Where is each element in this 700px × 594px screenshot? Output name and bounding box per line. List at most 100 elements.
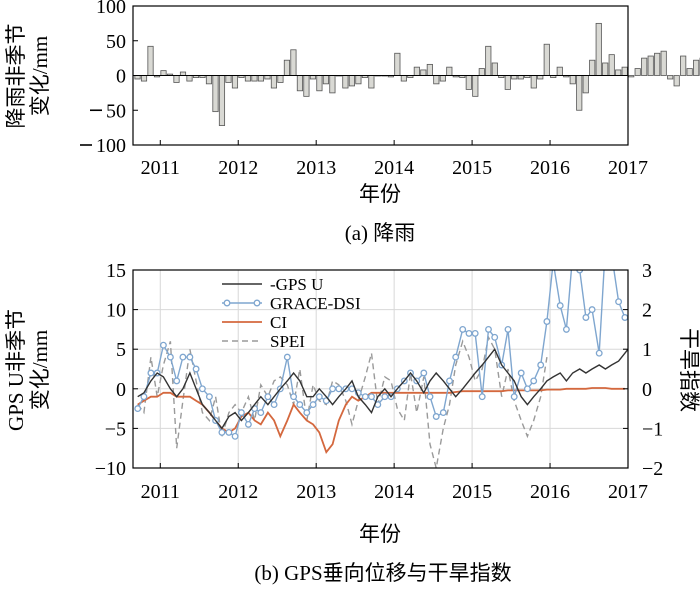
panel-b-grid [133,269,629,469]
precip-bar [322,75,329,85]
x-tick-label: 2014 [374,157,414,179]
series-line-gracedsi [137,270,626,438]
x-tick-label: 2011 [141,157,180,179]
y-tick-label: 5 [116,339,126,361]
panel-b-y-label-line2: 变化/mm [28,330,52,411]
grace-point [439,409,447,417]
grace-point [225,428,233,436]
x-tick-label: 2016 [530,157,570,179]
legend-label: -GPS U [270,275,323,294]
precip-bar [257,75,265,82]
grace-point [478,393,486,401]
precip-bar [140,75,148,82]
precip-bar [244,75,252,82]
legend-label: GRACE-DSI [270,294,361,313]
grace-point [329,385,337,393]
precip-bar [621,66,628,76]
y-tick-label: 15 [106,260,126,282]
precip-bar [608,54,615,76]
precip-bar [478,68,485,76]
y-tick-label: −10 [95,458,126,480]
precip-bar [296,75,303,92]
precip-bar [309,75,316,80]
precip-bar [433,75,440,85]
grace-point [609,251,615,257]
precip-bar [543,43,550,76]
precip-bar [368,75,375,89]
x-tick-label: 2017 [608,157,648,179]
panel-b-gps-drought: 2011 2012 2013 2014 2015 2016 2017 151050−5−10… [4,243,700,585]
y-tick-label: 0 [116,66,126,88]
grace-point [264,393,272,401]
precip-bar [342,75,349,89]
grace-point [166,353,174,361]
grace-point [205,393,213,401]
precip-bar [485,45,492,76]
precip-bar [511,75,518,80]
precip-bar [680,55,687,76]
precip-bar [147,45,154,76]
y2-tick-label: −1 [642,418,663,440]
precip-bar [329,75,336,94]
grace-point [459,325,467,333]
precip-bar [316,75,323,92]
grace-point [290,393,298,401]
x-tick-label: 2015 [452,157,492,179]
grace-point [186,353,194,361]
x-tick-label: 2017 [608,481,648,503]
panel-b-x-label: 年份 [359,522,401,546]
grace-point [381,393,389,401]
y-tick-label: 100 [96,0,126,18]
precip-bar [134,75,141,80]
precip-bar [283,59,290,76]
grace-point [523,385,531,393]
precip-bar [641,57,648,76]
panel-a-x-ticks: 2011 2012 2013 2014 2015 2016 2017 [141,140,648,179]
grace-point [303,409,311,417]
grace-point [603,243,609,249]
precip-bar [673,75,680,87]
precip-bar [589,59,596,76]
grace-point [179,353,187,361]
grace-point [296,401,304,409]
precip-bar [465,75,472,90]
panel-a-bars [134,22,700,126]
precip-bar [270,75,277,89]
panel-b-y2-label: 干旱指数 [677,328,700,412]
legend-marker [253,299,261,307]
grace-point [426,393,434,401]
grace-point [550,259,556,265]
panel-a-precipitation: 2011 2012 2013 2014 2015 2016 2017 10050050100… [4,0,700,245]
grace-point [588,306,596,314]
grace-point [465,329,473,337]
precip-bar [290,49,297,76]
y2-tick-label: 2 [642,300,652,322]
grace-point [556,302,564,310]
precip-bar [537,75,544,80]
grace-point [244,420,252,428]
precip-bar [582,75,589,94]
panel-b-frame [132,269,629,469]
grace-point [432,413,440,420]
grace-point [595,349,603,357]
grace-point [368,393,375,401]
grace-point [159,341,167,349]
x-tick-label: 2016 [530,481,570,503]
series-line-gpsu [137,347,628,430]
precip-bar [615,69,622,76]
precip-bar [660,50,667,76]
precip-bar [186,75,193,82]
precip-bar [647,55,654,76]
precip-bar [439,75,446,82]
y-tick-label: 100 [96,135,126,157]
grace-point [615,298,623,306]
grace-point [237,409,245,417]
precip-bar [251,75,258,82]
grace-point [257,409,265,417]
grace-point [582,314,590,321]
precip-bar [693,59,700,76]
precip-bar [355,75,362,85]
panel-b-y-label-line1: GPS U非季节 [4,309,28,431]
precip-bar [595,22,602,76]
